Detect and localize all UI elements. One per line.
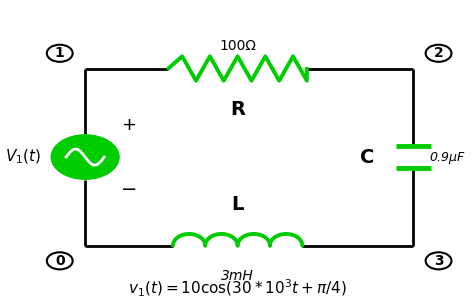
Text: +: + [121,116,137,134]
Text: $v_1(t) = 10\cos(30 * 10^3 t + \pi / 4)$: $v_1(t) = 10\cos(30 * 10^3 t + \pi / 4)$ [128,278,347,299]
Text: 100Ω: 100Ω [219,38,256,53]
Text: 3mH: 3mH [221,269,254,283]
Text: 3: 3 [434,254,443,268]
Text: R: R [230,100,245,119]
Text: 1: 1 [55,46,64,60]
Text: $V_1(t)$: $V_1(t)$ [5,148,41,166]
Text: 0.9μF: 0.9μF [429,151,465,164]
Text: L: L [231,195,244,214]
Text: 0: 0 [55,254,64,268]
Text: C: C [360,148,374,167]
Circle shape [51,134,120,180]
Text: 2: 2 [434,46,444,60]
Text: −: − [121,180,137,199]
